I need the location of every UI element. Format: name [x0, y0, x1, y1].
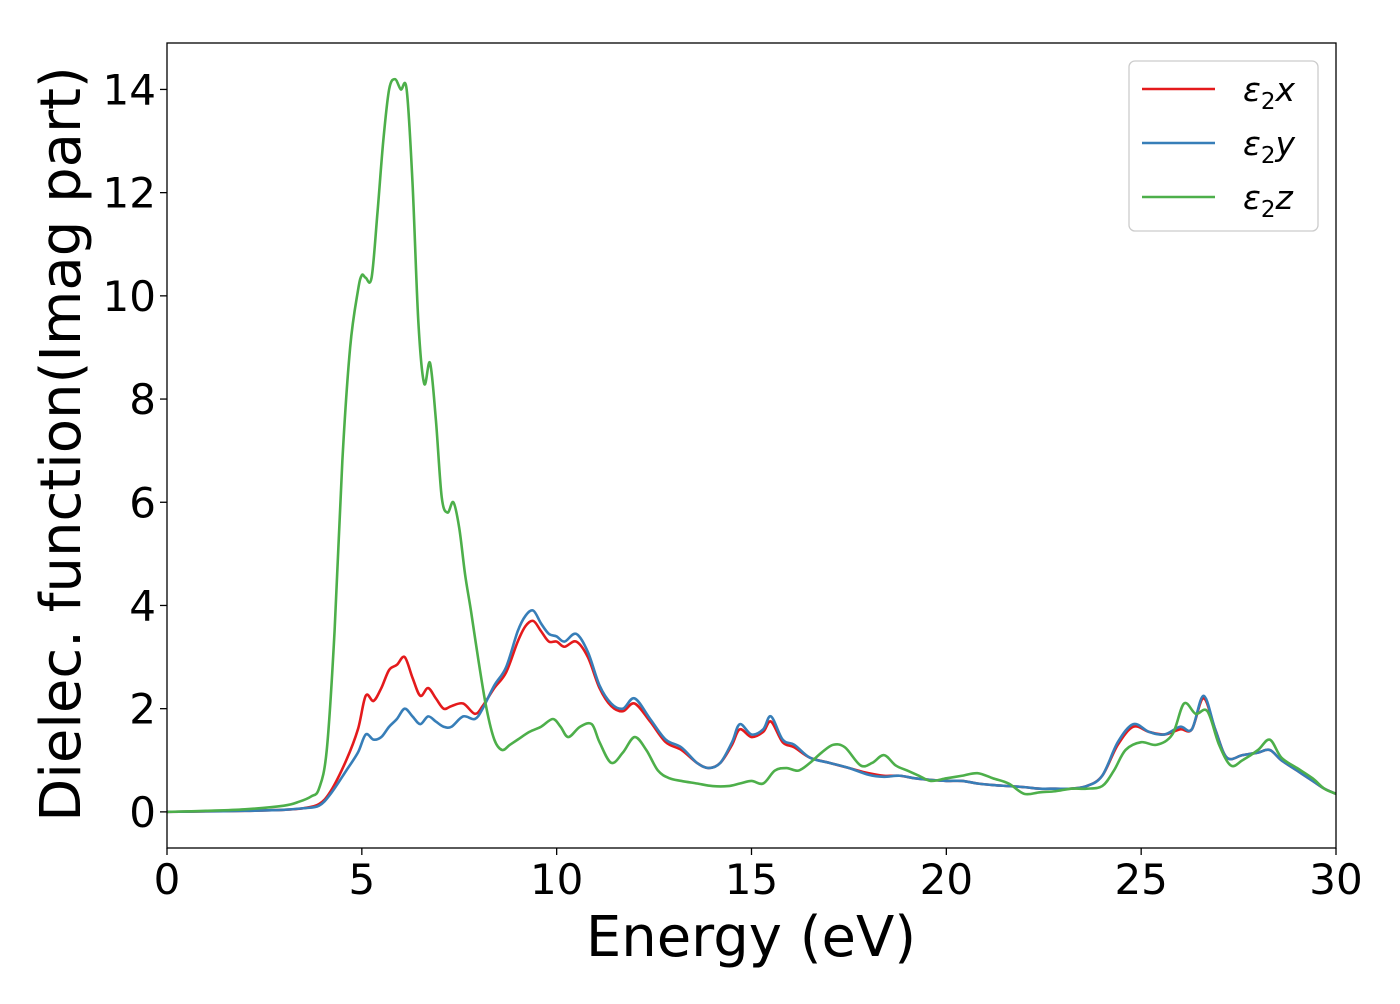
- legend-label-subscript: 2: [1261, 143, 1276, 169]
- legend-label-suffix: x: [1274, 70, 1295, 109]
- x-tick-label: 15: [725, 855, 778, 904]
- y-tick-label: 14: [103, 65, 156, 114]
- legend-label-suffix: y: [1274, 124, 1295, 163]
- legend-label-base: ε: [1243, 178, 1261, 217]
- series-line-x: [167, 619, 1336, 814]
- legend-label-x: ε2x: [1243, 70, 1295, 115]
- x-axis-label: Energy (eV): [586, 905, 916, 970]
- series-lines: [167, 77, 1336, 814]
- x-tick-label: 25: [1114, 855, 1167, 904]
- plot-area: [167, 77, 1336, 814]
- y-tick-label: 12: [103, 169, 156, 218]
- x-tick-label: 5: [348, 855, 375, 904]
- x-tick-label: 0: [154, 855, 181, 904]
- legend-label-y: ε2y: [1243, 124, 1295, 169]
- x-tick-label: 20: [920, 855, 973, 904]
- series-line-y: [167, 609, 1336, 814]
- y-tick-label: 2: [129, 685, 156, 734]
- legend-label-subscript: 2: [1261, 197, 1276, 223]
- y-axis-label: Dielec. function(Imag part): [29, 66, 94, 822]
- y-tick-label: 6: [129, 478, 156, 527]
- y-tick-label: 8: [129, 375, 156, 424]
- axes: 0 5 10 15 20 25 30 0 2 4 6 8 10 12 14: [103, 42, 1363, 904]
- x-tick-label: 10: [530, 855, 583, 904]
- legend-label-base: ε: [1243, 124, 1261, 163]
- legend-label-base: ε: [1243, 70, 1261, 109]
- x-tick-label: 30: [1309, 855, 1362, 904]
- y-tick-label: 0: [129, 788, 156, 837]
- y-tick-label: 4: [129, 581, 156, 630]
- legend-label-suffix: z: [1274, 178, 1293, 217]
- y-tick-label: 10: [103, 272, 156, 321]
- legend-label-subscript: 2: [1261, 89, 1276, 115]
- legend-label-z: ε2z: [1243, 178, 1293, 223]
- legend-box: [1128, 60, 1319, 232]
- series-line-z: [167, 77, 1336, 814]
